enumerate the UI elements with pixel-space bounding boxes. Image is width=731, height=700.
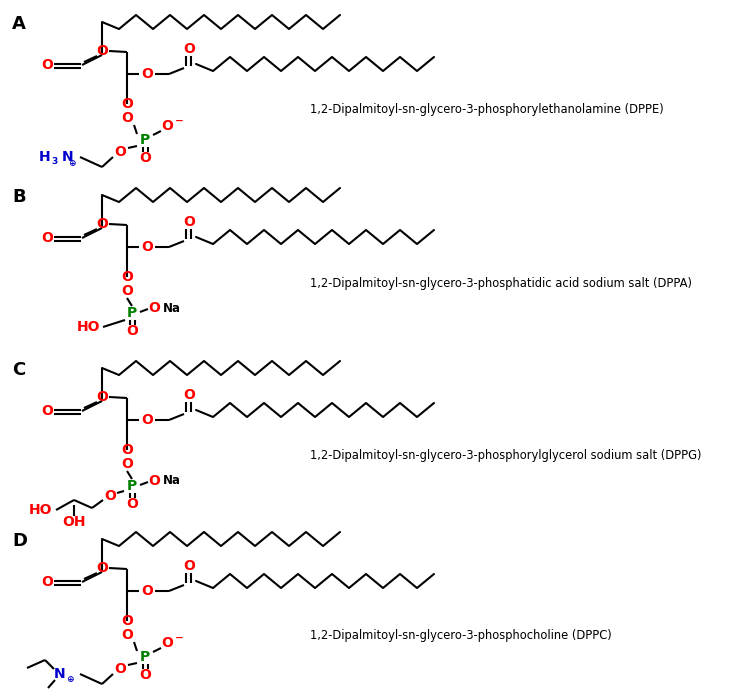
Text: H: H	[38, 150, 50, 164]
Text: B: B	[12, 188, 26, 206]
Text: O: O	[121, 628, 133, 642]
Text: −: −	[175, 633, 183, 643]
Text: O: O	[148, 474, 160, 488]
Text: O: O	[96, 217, 108, 231]
Text: 1,2-Dipalmitoyl-sn-glycero-3-phosphorylglycerol sodium salt (DPPG): 1,2-Dipalmitoyl-sn-glycero-3-phosphorylg…	[310, 449, 702, 463]
Text: O: O	[121, 270, 133, 284]
Text: C: C	[12, 361, 26, 379]
Text: A: A	[12, 15, 26, 33]
Text: O: O	[96, 561, 108, 575]
Text: O: O	[41, 404, 53, 418]
Text: O: O	[121, 97, 133, 111]
Text: OH: OH	[62, 515, 86, 529]
Text: Na: Na	[163, 302, 181, 314]
Text: O: O	[183, 388, 195, 402]
Text: HO: HO	[29, 503, 52, 517]
Text: O: O	[148, 301, 160, 315]
Text: O: O	[121, 284, 133, 298]
Text: N: N	[62, 150, 74, 164]
Text: O: O	[139, 668, 151, 682]
Text: O: O	[41, 575, 53, 589]
Text: O: O	[121, 443, 133, 457]
Text: Na: Na	[163, 475, 181, 487]
Text: O: O	[183, 42, 195, 56]
Text: O: O	[183, 559, 195, 573]
Text: O: O	[104, 489, 116, 503]
Text: O: O	[121, 111, 133, 125]
Text: 3: 3	[52, 157, 58, 165]
Text: O: O	[161, 636, 173, 650]
Text: O: O	[96, 44, 108, 58]
Text: O: O	[141, 413, 153, 427]
Text: 1,2-Dipalmitoyl-sn-glycero-3-phosphocholine (DPPC): 1,2-Dipalmitoyl-sn-glycero-3-phosphochol…	[310, 629, 612, 641]
Text: O: O	[41, 231, 53, 245]
Text: O: O	[114, 145, 126, 159]
Text: O: O	[141, 584, 153, 598]
Text: P: P	[140, 133, 150, 147]
Text: O: O	[183, 215, 195, 229]
Text: D: D	[12, 532, 27, 550]
Text: O: O	[121, 614, 133, 628]
Text: O: O	[161, 119, 173, 133]
Text: P: P	[127, 479, 137, 493]
Text: O: O	[126, 497, 138, 511]
Text: O: O	[141, 67, 153, 81]
Text: P: P	[140, 650, 150, 664]
Text: O: O	[114, 662, 126, 676]
Text: O: O	[141, 240, 153, 254]
Text: 1,2-Dipalmitoyl-sn-glycero-3-phosphatidic acid sodium salt (DPPA): 1,2-Dipalmitoyl-sn-glycero-3-phosphatidi…	[310, 276, 692, 290]
Text: −: −	[175, 116, 183, 126]
Text: HO: HO	[77, 320, 100, 334]
Text: 1,2-Dipalmitoyl-sn-glycero-3-phosphorylethanolamine (DPPE): 1,2-Dipalmitoyl-sn-glycero-3-phosphoryle…	[310, 104, 664, 116]
Text: ⊕: ⊕	[68, 158, 76, 167]
Text: O: O	[139, 151, 151, 165]
Text: O: O	[96, 390, 108, 404]
Text: O: O	[41, 58, 53, 72]
Text: O: O	[126, 324, 138, 338]
Text: ⊕: ⊕	[67, 676, 74, 685]
Text: P: P	[127, 306, 137, 320]
Text: N: N	[54, 667, 66, 681]
Text: O: O	[121, 457, 133, 471]
